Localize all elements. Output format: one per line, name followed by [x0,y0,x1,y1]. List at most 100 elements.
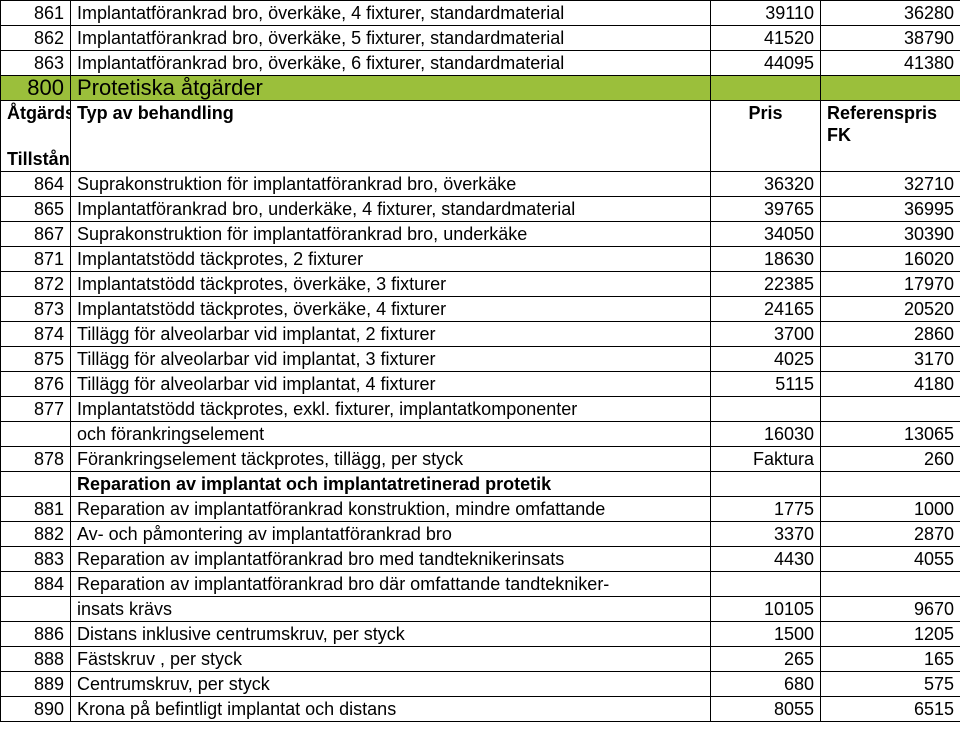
column-header-row-2: Tillstånd [1,147,960,172]
row-pris: 24165 [711,297,821,322]
row-code: 875 [1,347,71,372]
row-ref: 6515 [821,697,960,722]
table-row: 876Tillägg för alveolarbar vid implantat… [1,372,960,397]
row-pris: 22385 [711,272,821,297]
row-ref: 16020 [821,247,960,272]
table-row: 881Reparation av implantatförankrad kons… [1,497,960,522]
row-code: 874 [1,322,71,347]
row-desc: Suprakonstruktion för implantatförankrad… [71,172,711,197]
row-ref: 36995 [821,197,960,222]
row-pris: 36320 [711,172,821,197]
row-code: 873 [1,297,71,322]
row-ref: 30390 [821,222,960,247]
table-row: 883Reparation av implantatförankrad bro … [1,547,960,572]
row-ref: 575 [821,672,960,697]
row-pris: 3700 [711,322,821,347]
row-desc: Implantatförankrad bro, överkäke, 4 fixt… [71,1,711,26]
row-ref: 20520 [821,297,960,322]
row-desc: Centrumskruv, per styck [71,672,711,697]
row-pris: 39765 [711,197,821,222]
row-ref: 1000 [821,497,960,522]
row-ref: 13065 [821,422,960,447]
row-pris: 1500 [711,622,821,647]
header-code-2: Tillstånd [1,147,71,172]
row-ref: 4055 [821,547,960,572]
table-row: 882Av- och påmontering av implantatföran… [1,522,960,547]
row-desc: Tillägg för alveolarbar vid implantat, 3… [71,347,711,372]
row-code: 883 [1,547,71,572]
row-code: 865 [1,197,71,222]
row-code: 864 [1,172,71,197]
row-ref: 9670 [821,597,960,622]
row-pris: 18630 [711,247,821,272]
row-ref: 3170 [821,347,960,372]
row-desc: Reparation av implantatförankrad bro där… [71,572,711,597]
header-pris: Pris [711,101,821,148]
row-desc: Krona på befintligt implantat och distan… [71,697,711,722]
row-ref [821,397,960,422]
header-desc-empty [71,147,711,172]
row-desc: Implantatstödd täckprotes, exkl. fixture… [71,397,711,422]
table-row: 864Suprakonstruktion för implantatförank… [1,172,960,197]
row-ref: 17970 [821,272,960,297]
row-code: 890 [1,697,71,722]
table-row: Reparation av implantat och implantatret… [1,472,960,497]
row-pris [711,397,821,422]
table-row: 890Krona på befintligt implantat och dis… [1,697,960,722]
table-row: 861Implantatförankrad bro, överkäke, 4 f… [1,1,960,26]
row-pris: 8055 [711,697,821,722]
row-ref: 260 [821,447,960,472]
row-desc: Tillägg för alveolarbar vid implantat, 4… [71,372,711,397]
row-desc: Reparation av implantat och implantatret… [71,472,711,497]
row-code: 862 [1,26,71,51]
table-row: 889Centrumskruv, per styck680575 [1,672,960,697]
table-row: 874Tillägg för alveolarbar vid implantat… [1,322,960,347]
row-desc: Av- och påmontering av implantatförankra… [71,522,711,547]
row-ref: 4180 [821,372,960,397]
price-table-page: 861Implantatförankrad bro, överkäke, 4 f… [0,0,960,722]
row-code: 882 [1,522,71,547]
table-row: 878Förankringselement täckprotes, tilläg… [1,447,960,472]
row-code: 861 [1,1,71,26]
row-pris: 4430 [711,547,821,572]
row-pris: 265 [711,647,821,672]
row-code: 872 [1,272,71,297]
header-ref: Referenspris FK [821,101,960,148]
row-desc: Förankringselement täckprotes, tillägg, … [71,447,711,472]
row-desc: Implantatstödd täckprotes, överkäke, 3 f… [71,272,711,297]
row-pris: 3370 [711,522,821,547]
row-desc: Reparation av implantatförankrad konstru… [71,497,711,522]
row-desc: Reparation av implantatförankrad bro med… [71,547,711,572]
row-code: 863 [1,51,71,76]
row-pris: 16030 [711,422,821,447]
table-row: 863Implantatförankrad bro, överkäke, 6 f… [1,51,960,76]
header-desc: Typ av behandling [71,101,711,148]
section-title: Protetiska åtgärder [71,76,711,101]
row-code [1,472,71,497]
row-pris: 680 [711,672,821,697]
row-code: 889 [1,672,71,697]
row-ref: 2870 [821,522,960,547]
row-code: 881 [1,497,71,522]
section-empty-pris [711,76,821,101]
row-pris: 39110 [711,1,821,26]
table-row: 873Implantatstödd täckprotes, överkäke, … [1,297,960,322]
row-desc: Implantatförankrad bro, underkäke, 4 fix… [71,197,711,222]
row-desc: Fästskruv , per styck [71,647,711,672]
row-code: 886 [1,622,71,647]
row-ref: 41380 [821,51,960,76]
row-pris: 34050 [711,222,821,247]
table-row: 877Implantatstödd täckprotes, exkl. fixt… [1,397,960,422]
row-code [1,597,71,622]
row-code: 884 [1,572,71,597]
row-ref: 38790 [821,26,960,51]
row-desc: Distans inklusive centrumskruv, per styc… [71,622,711,647]
row-pris [711,572,821,597]
table-row: 875Tillägg för alveolarbar vid implantat… [1,347,960,372]
table-row: 872Implantatstödd täckprotes, överkäke, … [1,272,960,297]
table-row: 871Implantatstödd täckprotes, 2 fixturer… [1,247,960,272]
table-row: 886Distans inklusive centrumskruv, per s… [1,622,960,647]
row-pris: 44095 [711,51,821,76]
table-row: 884Reparation av implantatförankrad bro … [1,572,960,597]
row-ref: 2860 [821,322,960,347]
